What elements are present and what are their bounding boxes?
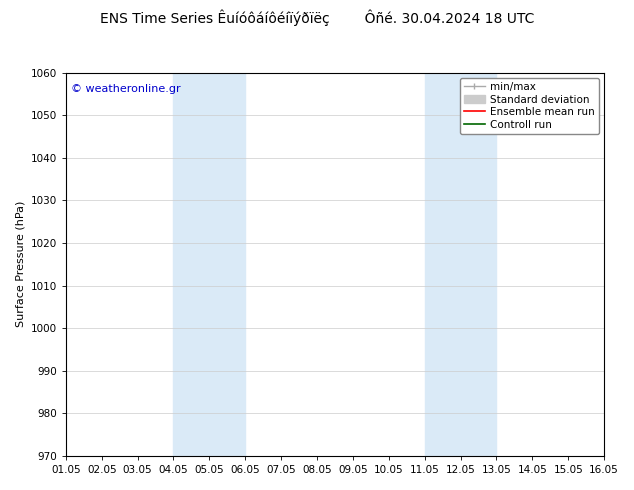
Text: © weatheronline.gr: © weatheronline.gr (71, 84, 181, 94)
Bar (425, 73, 496, 456)
Bar (174, 73, 245, 456)
Y-axis label: Surface Pressure (hPa): Surface Pressure (hPa) (15, 201, 25, 327)
Text: ENS Time Series Êuíóôáíôéíïýðïëç        Ôñé. 30.04.2024 18 UTC: ENS Time Series Êuíóôáíôéíïýðïëç Ôñé. 30… (100, 10, 534, 26)
Legend: min/max, Standard deviation, Ensemble mean run, Controll run: min/max, Standard deviation, Ensemble me… (460, 78, 599, 134)
